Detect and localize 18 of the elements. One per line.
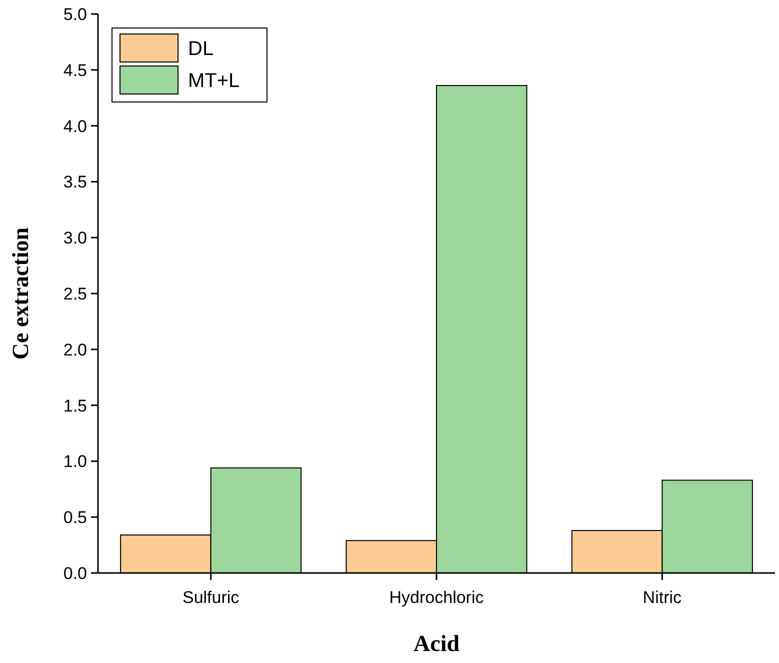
x-axis-title: Acid	[414, 631, 460, 656]
y-tick-label: 3.5	[63, 172, 87, 192]
y-tick-label: 1.0	[63, 452, 87, 472]
x-tick-label: Sulfuric	[182, 588, 240, 607]
y-tick-label: 1.5	[63, 396, 87, 416]
y-axis-title: Ce extraction	[8, 227, 33, 360]
x-tick-label: Nitric	[642, 588, 682, 607]
y-tick-label: 4.5	[63, 60, 87, 80]
y-tick-label: 3.0	[63, 228, 87, 248]
y-tick-label: 2.5	[63, 284, 87, 304]
x-tick-label: Hydrochloric	[389, 588, 484, 607]
y-tick-label: 2.0	[63, 340, 87, 360]
y-tick-label: 5.0	[63, 4, 87, 24]
y-tick-label: 0.0	[63, 564, 87, 583]
y-tick-label: 0.5	[63, 508, 87, 528]
legend-label: DL	[188, 38, 214, 60]
legend-label: MT+L	[188, 70, 240, 92]
y-tick-label: 4.0	[63, 116, 87, 136]
